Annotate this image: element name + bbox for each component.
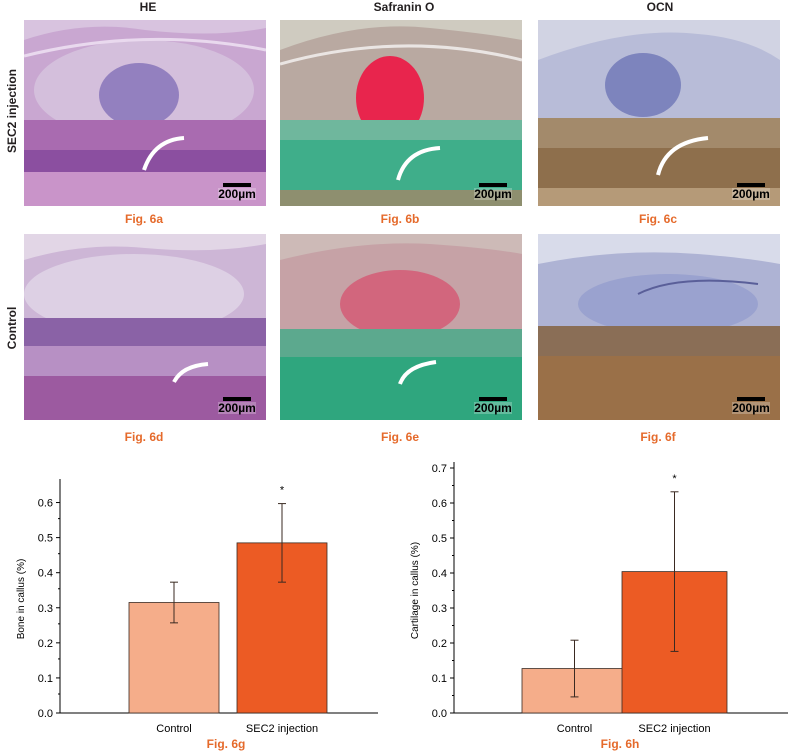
caption-fig-6c: Fig. 6c <box>638 212 677 226</box>
y-tick-label: 0.5 <box>432 533 447 545</box>
caption-fig-6g: Fig. 6g <box>207 737 246 751</box>
scale-bar: 200µm <box>474 397 512 414</box>
y-tick-label: 0.4 <box>432 568 447 580</box>
y-tick-label: 0.6 <box>38 498 53 510</box>
x-tick-label: SEC2 injection <box>638 723 710 735</box>
micrograph-safranin-o-control: 200µm <box>280 234 522 420</box>
significance-marker: * <box>672 473 677 485</box>
micrograph-ocn-sec2: 200µm <box>538 20 780 206</box>
caption-fig-6a: Fig. 6a <box>124 212 163 226</box>
row-label-control: Control <box>5 306 19 350</box>
y-tick-label: 0.1 <box>432 673 447 685</box>
y-tick-label: 0.5 <box>38 533 53 545</box>
micrograph-safranin-o-sec2: 200µm <box>280 20 522 206</box>
caption-fig-6e: Fig. 6e <box>380 430 419 444</box>
scale-bar: 200µm <box>474 183 512 200</box>
y-tick-label: 0.2 <box>38 638 53 650</box>
y-tick-label: 0.1 <box>38 673 53 685</box>
bar-chart-cartilage-in-callus: Cartilage in callus (%) 0.0 0.1 0.2 0.3 0.4 0.… <box>410 462 788 751</box>
y-tick-label: 0.6 <box>432 498 447 510</box>
micrograph-he-control: 200µm <box>24 234 266 420</box>
caption-fig-6f: Fig. 6f <box>640 430 676 444</box>
caption-fig-6d: Fig. 6d <box>124 430 164 444</box>
micrograph-he-sec2: 200µm <box>24 20 266 206</box>
y-tick-label: 0.7 <box>432 463 447 475</box>
scale-bar: 200µm <box>218 183 256 200</box>
y-tick-label: 0.3 <box>432 603 447 615</box>
column-header-ocn: OCN <box>646 0 674 14</box>
x-tick-label: SEC2 injection <box>246 723 318 735</box>
column-header-safranin-o: Safranin O <box>373 0 435 14</box>
scale-bar: 200µm <box>732 397 770 414</box>
x-tick-label: Control <box>156 723 191 735</box>
y-tick-label: 0.4 <box>38 568 53 580</box>
micrograph-ocn-control: 200µm <box>538 234 780 420</box>
caption-fig-6b: Fig. 6b <box>380 212 420 226</box>
y-tick-label: 0.3 <box>38 603 53 615</box>
significance-marker: * <box>280 485 285 497</box>
y-axis-label: Bone in callus (%) <box>16 559 27 640</box>
bar-chart-bone-in-callus: Bone in callus (%) 0.0 0.1 0.2 0.3 0.4 0.5 0.6 C… <box>16 479 378 751</box>
y-tick-label: 0.0 <box>38 708 53 720</box>
y-tick-label: 0.0 <box>432 708 447 720</box>
column-header-he: HE <box>139 0 157 14</box>
row-label-sec2-injection: SEC2 injection <box>5 68 19 154</box>
scale-bar: 200µm <box>732 183 770 200</box>
x-tick-label: Control <box>557 723 592 735</box>
caption-fig-6h: Fig. 6h <box>601 737 640 751</box>
y-axis-label: Cartilage in callus (%) <box>410 542 421 639</box>
scale-bar: 200µm <box>218 397 256 414</box>
y-tick-label: 0.2 <box>432 638 447 650</box>
